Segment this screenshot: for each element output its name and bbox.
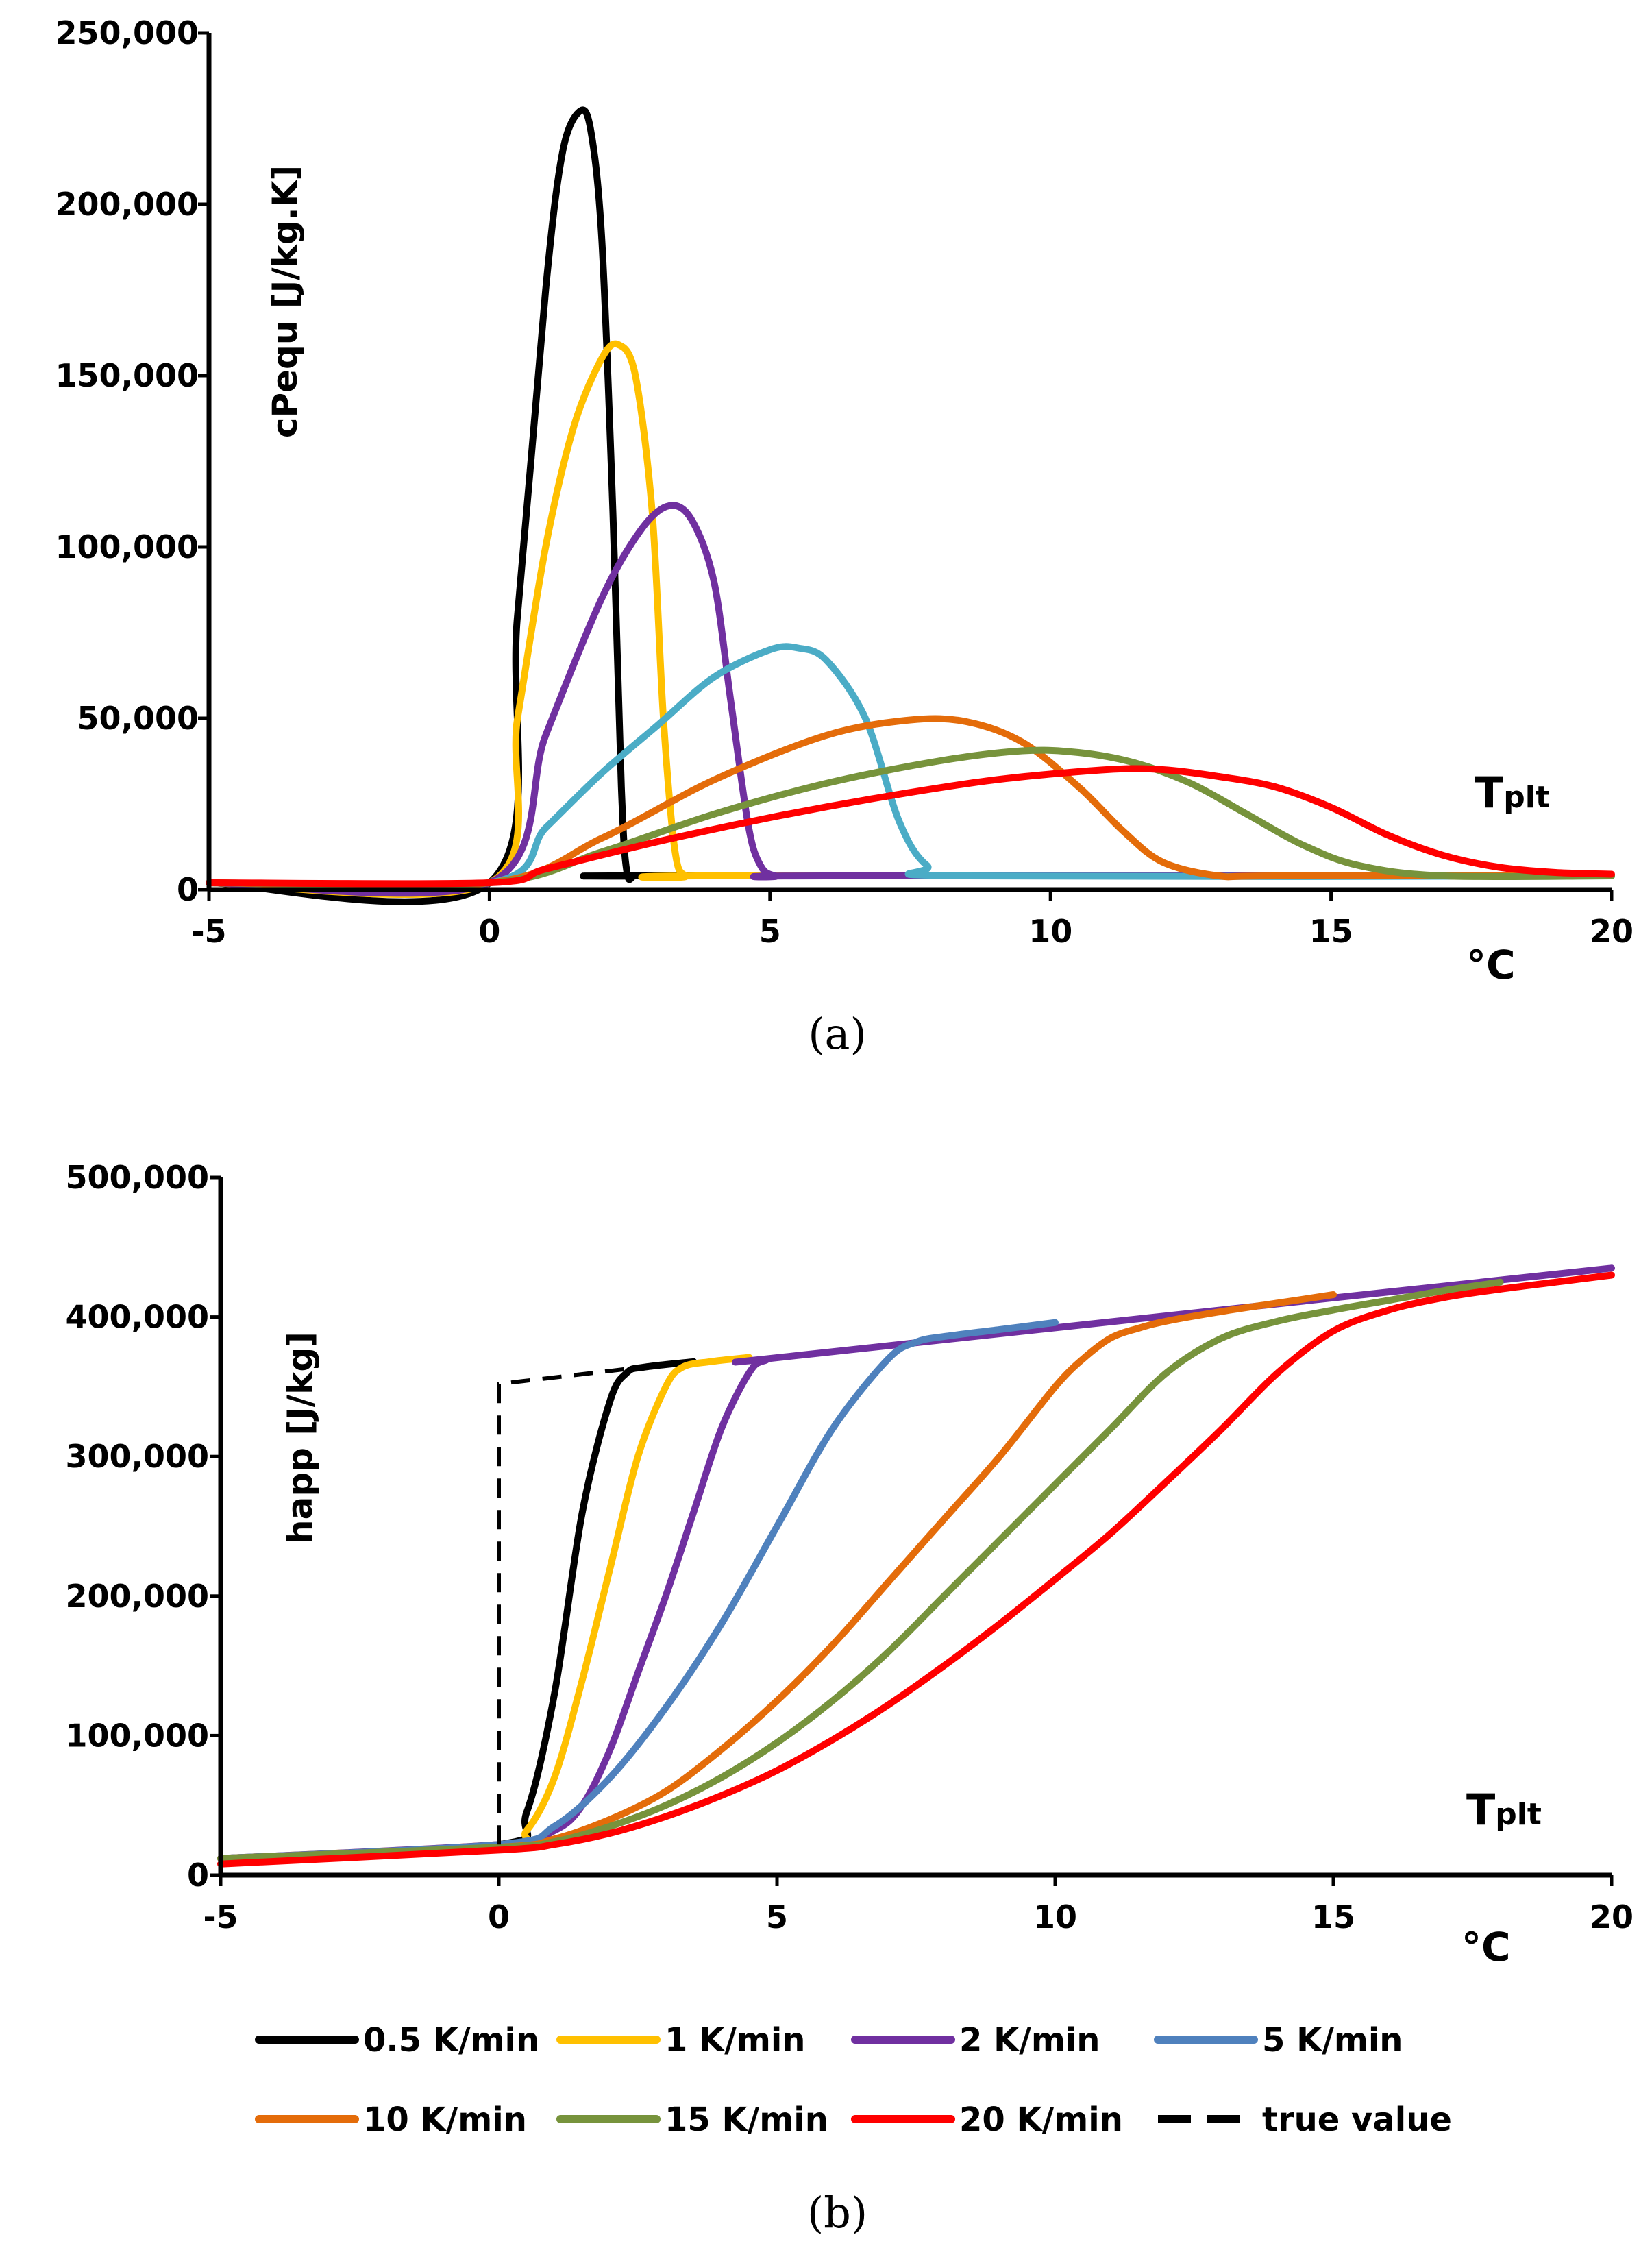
chart-a-x-axis-label: Tplt [1475, 768, 1550, 818]
x-tick-label-b: 10 [1033, 1898, 1077, 1935]
legend-label: true value [1262, 2101, 1452, 2139]
y-tick-label-b: 200,000 [65, 1578, 209, 1615]
series-line-a-15-k-min [206, 746, 1615, 889]
x-tick-label-b: -5 [203, 1898, 238, 1935]
legend-label: 15 K/min [665, 2101, 828, 2139]
y-tick-label-a: 150,000 [55, 357, 199, 394]
y-tick-label-b: 500,000 [65, 1159, 209, 1196]
y-tick-label-a: 50,000 [77, 700, 199, 737]
series-line-a-2-k-min [206, 502, 1615, 897]
chart-a-x-unit: °C [1466, 942, 1516, 988]
legend-label: 20 K/min [959, 2101, 1123, 2139]
legend-label: 0.5 K/min [363, 2021, 539, 2060]
chart-a-y-axis-label: cPequ [J/kg.K] [265, 165, 305, 438]
y-tick-label-b: 300,000 [65, 1438, 209, 1475]
legend-label: 10 K/min [363, 2101, 527, 2139]
x-tick-label-a: -5 [191, 913, 226, 950]
x-tick-label-a: 5 [759, 913, 781, 950]
series-line-a-1-k-min [206, 340, 1615, 899]
x-tick-label-a: 0 [478, 913, 500, 950]
series-line-a-5-k-min [206, 643, 1615, 890]
chart-legend: 0.5 K/min 1 K/min 2 K/min 5 K/min 10 K/min 15… [255, 2021, 1452, 2139]
chart-b-x-unit: °C [1462, 1924, 1511, 1970]
legend-label: 1 K/min [665, 2021, 805, 2060]
series-line-b-true-value [497, 1362, 666, 1845]
y-tick-label-a: 200,000 [55, 186, 199, 223]
chart-a-ticks: -5 0 5 10 15 20 0 50,000 100,000 150,000 200,000 25… [55, 14, 1633, 950]
series-line-a-10-k-min [206, 715, 1615, 890]
chart-a: -5 0 5 10 15 20 0 50,000 100,000 150,000 200,000 25… [55, 14, 1633, 1059]
series-line-b-15-k-min [217, 1278, 1504, 1862]
y-tick-label-b: 400,000 [65, 1299, 209, 1336]
panel-label-b: (b) [807, 2188, 867, 2238]
legend-label: 5 K/min [1262, 2021, 1403, 2060]
chart-b-y-axis-label: happ [J/kg] [280, 1332, 320, 1544]
x-tick-label-a: 20 [1590, 913, 1633, 950]
y-tick-label-a: 100,000 [55, 528, 199, 565]
x-tick-label-b: 5 [766, 1898, 788, 1935]
y-tick-label-b: 100,000 [65, 1717, 209, 1754]
chart-b: -5 0 5 10 15 20 0 100,000 200,000 300,000 400,000 5… [65, 1159, 1633, 1970]
x-tick-label-b: 15 [1311, 1898, 1355, 1935]
x-tick-label-b: 0 [488, 1898, 510, 1935]
y-tick-label-a: 0 [177, 871, 199, 908]
series-line-a-20-k-min [206, 765, 1615, 888]
panel-label-a: (a) [808, 1009, 866, 1059]
chart-a-series [206, 106, 1615, 905]
series-line-b-2-k-min [217, 1264, 1615, 1862]
series-line-b-5-k-min [217, 1319, 1059, 1862]
legend-label: 2 K/min [959, 2021, 1100, 2060]
y-tick-label-a: 250,000 [55, 14, 199, 51]
x-tick-label-b: 20 [1590, 1898, 1633, 1935]
x-tick-label-a: 10 [1028, 913, 1072, 950]
chart-b-series [217, 1264, 1615, 1868]
chart-b-ticks: -5 0 5 10 15 20 0 100,000 200,000 300,000 400,000 5… [65, 1159, 1633, 1935]
series-line-b-20-k-min [217, 1271, 1615, 1868]
chart-b-x-axis-label: Tplt [1466, 1785, 1542, 1835]
y-tick-label-b: 0 [187, 1857, 209, 1894]
series-line-a-0-5-k-min [206, 106, 1615, 905]
x-tick-label-a: 15 [1309, 913, 1353, 950]
